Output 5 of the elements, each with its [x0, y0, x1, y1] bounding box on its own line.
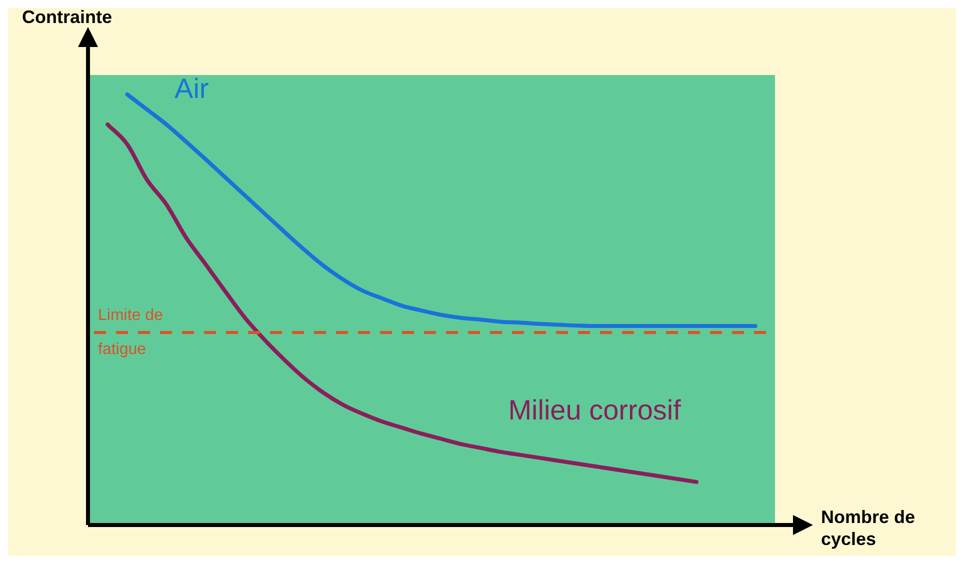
- series-label: Milieu corrosif: [508, 394, 682, 426]
- ref-line-label: Limite de fatigue: [98, 306, 164, 358]
- series-label: Air: [174, 73, 209, 104]
- x-axis-title: Nombre de cycles: [821, 506, 916, 549]
- y-axis-title: Contrainte: [22, 7, 112, 27]
